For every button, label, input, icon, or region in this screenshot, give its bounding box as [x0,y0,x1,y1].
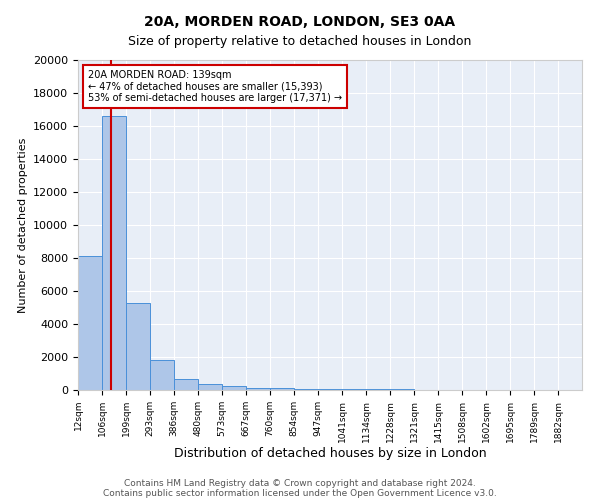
Bar [246,388,270,390]
X-axis label: Distribution of detached houses by size in London: Distribution of detached houses by size … [173,448,487,460]
Bar [174,379,198,390]
Bar [198,384,222,390]
Bar [318,389,342,390]
Bar [342,389,366,390]
Text: Contains public sector information licensed under the Open Government Licence v3: Contains public sector information licen… [103,488,497,498]
Bar [150,360,174,390]
Bar [102,116,126,390]
Text: Size of property relative to detached houses in London: Size of property relative to detached ho… [128,35,472,48]
Bar [222,386,246,390]
Bar [126,302,150,390]
Text: 20A, MORDEN ROAD, LONDON, SE3 0AA: 20A, MORDEN ROAD, LONDON, SE3 0AA [145,15,455,29]
Text: 20A MORDEN ROAD: 139sqm
← 47% of detached houses are smaller (15,393)
53% of sem: 20A MORDEN ROAD: 139sqm ← 47% of detache… [88,70,342,103]
Bar [270,388,294,390]
Y-axis label: Number of detached properties: Number of detached properties [17,138,28,312]
Bar [294,388,318,390]
Text: Contains HM Land Registry data © Crown copyright and database right 2024.: Contains HM Land Registry data © Crown c… [124,478,476,488]
Bar [78,256,102,390]
